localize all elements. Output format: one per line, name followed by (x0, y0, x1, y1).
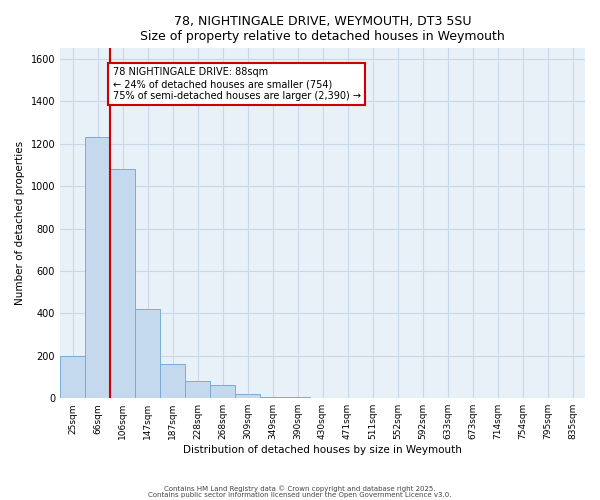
Bar (110, 169, 135, 398)
Bar (185, 381, 210, 398)
Title: 78, NIGHTINGALE DRIVE, WEYMOUTH, DT3 5SU
Size of property relative to detached h: 78, NIGHTINGALE DRIVE, WEYMOUTH, DT3 5SU… (140, 15, 505, 43)
Bar (60, 356, 85, 398)
Bar (235, 394, 260, 398)
X-axis label: Distribution of detached houses by size in Weymouth: Distribution of detached houses by size … (183, 445, 462, 455)
Y-axis label: Number of detached properties: Number of detached properties (15, 141, 25, 306)
Text: 78 NIGHTINGALE DRIVE: 88sqm
← 24% of detached houses are smaller (754)
75% of se: 78 NIGHTINGALE DRIVE: 88sqm ← 24% of det… (113, 68, 361, 100)
Text: Contains HM Land Registry data © Crown copyright and database right 2025.
Contai: Contains HM Land Registry data © Crown c… (148, 485, 452, 498)
Bar (160, 364, 185, 398)
Bar (85, 138, 110, 398)
Bar (210, 386, 235, 398)
Bar (260, 397, 285, 398)
Bar (135, 309, 160, 398)
Bar (285, 397, 310, 398)
